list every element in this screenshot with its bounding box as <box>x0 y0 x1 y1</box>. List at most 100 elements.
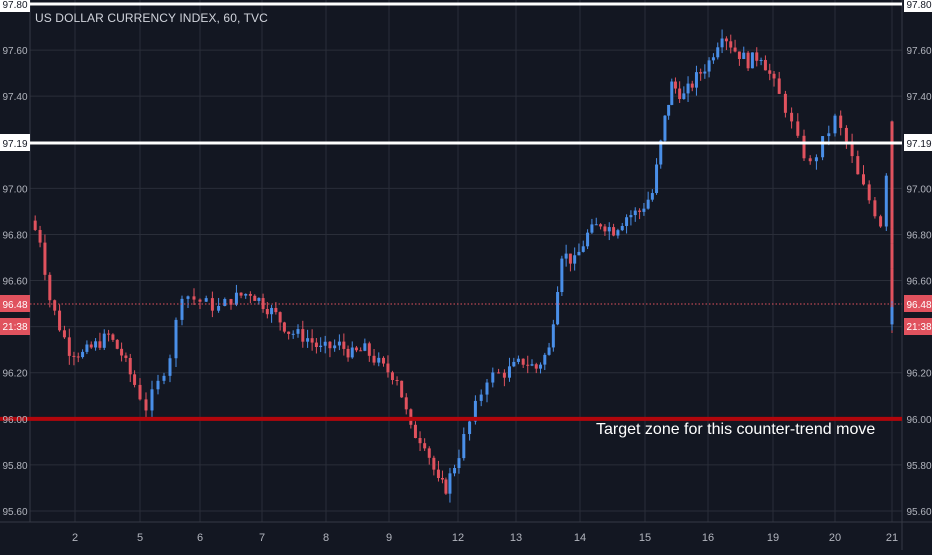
candle-body <box>457 458 461 469</box>
price-tick-right: 95.80 <box>906 461 931 472</box>
time-tick: 7 <box>259 532 265 544</box>
price-label-bg-left <box>0 295 30 312</box>
price-label-bg-right <box>904 134 932 151</box>
candle-body <box>694 72 698 88</box>
price-tick-left: 95.80 <box>2 461 27 472</box>
candle-body <box>526 364 530 366</box>
candle-body <box>448 473 452 494</box>
candle-body <box>716 47 720 58</box>
candle-body <box>890 121 894 136</box>
candle-body <box>296 329 300 334</box>
candle-body <box>586 232 590 247</box>
candle-body <box>248 293 252 296</box>
candle-body <box>890 268 894 305</box>
candle-body <box>777 78 781 94</box>
candle-body <box>359 350 363 352</box>
candle-body <box>556 292 560 325</box>
candle-body <box>890 244 894 269</box>
candle-body <box>67 337 71 356</box>
candle-body <box>814 157 818 162</box>
candle-body <box>890 179 894 198</box>
candle-body <box>72 355 76 357</box>
candle-body <box>884 175 888 227</box>
price-tick-right: 97.80 <box>906 0 931 11</box>
candle-body <box>270 307 274 315</box>
candle-body <box>386 363 390 373</box>
price-tick-right: 96.48 <box>906 300 931 311</box>
price-tick-right: 96.80 <box>906 230 931 241</box>
price-axis-background <box>902 0 932 550</box>
candle-body <box>314 342 318 348</box>
candle-body <box>790 112 794 122</box>
candle-body <box>278 312 282 323</box>
time-tick: 13 <box>510 532 522 544</box>
candle-body <box>711 57 715 61</box>
candle-body <box>89 344 93 348</box>
candle-body <box>577 251 581 256</box>
candle-body <box>502 372 506 378</box>
candle-body <box>85 344 89 352</box>
candle-body <box>301 329 305 342</box>
candle-body <box>890 149 894 162</box>
candle-body <box>543 354 547 365</box>
candle-body <box>802 135 806 159</box>
candle-body <box>444 479 448 494</box>
price-tick-right: 97.40 <box>906 92 931 103</box>
candle-body <box>724 38 728 42</box>
candle-body <box>667 104 671 116</box>
candle-body <box>686 83 690 94</box>
candle-body <box>479 394 483 401</box>
candle-body <box>282 322 286 332</box>
candle-body <box>418 438 422 444</box>
candle-body <box>573 255 577 264</box>
price-tick-right: 95.60 <box>906 507 931 518</box>
candle-body <box>413 424 417 439</box>
candle-body <box>737 51 741 59</box>
candle-body <box>133 374 137 385</box>
price-tick-right: 97.00 <box>906 184 931 195</box>
candle-body <box>594 224 598 226</box>
candle-body <box>821 136 825 158</box>
candle-body <box>485 382 489 395</box>
candle-body <box>763 59 767 71</box>
candle-body <box>53 300 57 311</box>
candle-body <box>291 333 295 335</box>
candle-body <box>690 83 694 88</box>
candle-body <box>33 220 37 230</box>
candle-body <box>862 174 865 185</box>
candle-body <box>873 200 877 217</box>
candle-body <box>217 305 221 311</box>
candle-body <box>638 210 642 212</box>
candle-body <box>111 334 115 340</box>
candle-body <box>850 141 854 157</box>
candle-body <box>673 81 677 89</box>
candle-body <box>468 421 472 435</box>
candle-body <box>395 380 399 382</box>
price-tick-right: 97.19 <box>906 139 931 150</box>
candle-body <box>646 199 650 209</box>
candle-body <box>655 164 659 194</box>
time-tick: 14 <box>574 532 586 544</box>
target-zone-annotation: Target zone for this counter-trend move <box>596 421 876 438</box>
candle-body <box>62 330 66 338</box>
candle-body <box>670 81 674 105</box>
candle-body <box>265 308 269 315</box>
candle-body <box>198 299 202 302</box>
candle-body <box>377 357 381 363</box>
candle-body <box>633 210 637 216</box>
candle-body <box>607 227 611 232</box>
candle-body <box>423 443 427 449</box>
candle-body <box>367 343 371 356</box>
candle-body <box>453 468 457 474</box>
candle-body <box>38 229 42 243</box>
candle-body <box>400 380 404 398</box>
price-label-bg-left <box>0 134 30 151</box>
candle-body <box>890 211 894 229</box>
candle-body <box>306 338 310 342</box>
price-tick-left: 96.00 <box>2 415 27 426</box>
price-label-bg-right <box>904 295 932 312</box>
candle-body <box>462 434 466 459</box>
candle-body <box>94 341 98 348</box>
